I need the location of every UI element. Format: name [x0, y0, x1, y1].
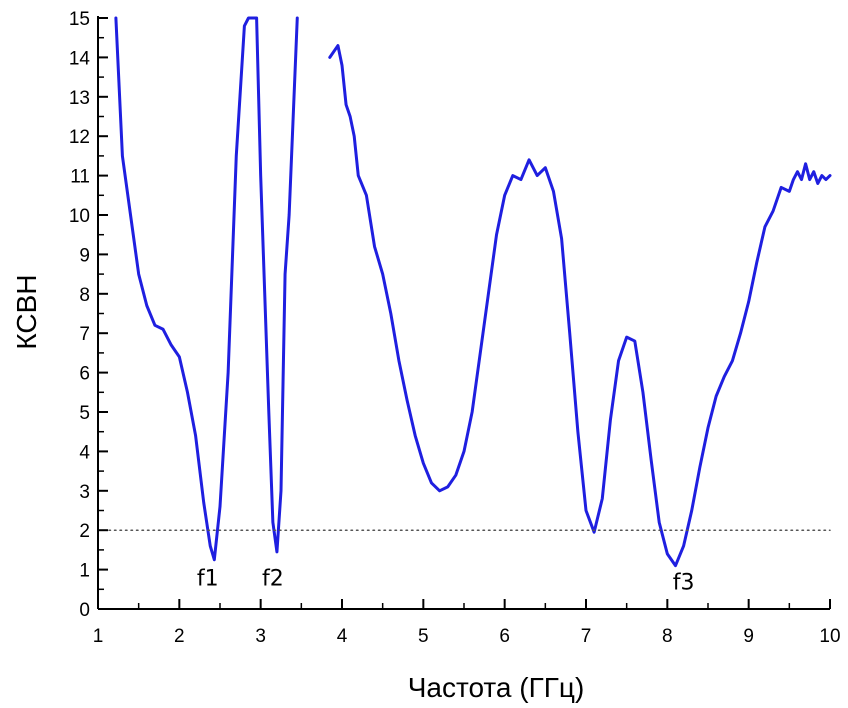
y-tick-label: 6 — [79, 364, 90, 385]
y-tick-label: 7 — [79, 324, 90, 345]
y-tick-label: 5 — [79, 403, 90, 424]
plot-lines — [98, 16, 832, 568]
x-tick-label: 2 — [174, 626, 185, 647]
y-tick-label: 10 — [69, 206, 90, 227]
y-axis-title: КСВН — [11, 274, 42, 349]
annotation-f2: f2 — [262, 566, 284, 591]
x-tick-label: 5 — [418, 626, 429, 647]
y-tick-label: 1 — [79, 561, 90, 582]
x-tick-label: 9 — [743, 626, 754, 647]
y-tick-label: 8 — [79, 285, 90, 306]
y-tick-label: 4 — [79, 442, 90, 463]
annotation-f3: f3 — [673, 570, 695, 595]
x-tick-label: 7 — [581, 626, 592, 647]
x-tick-label: 4 — [337, 626, 348, 647]
y-tick-label: 9 — [79, 245, 90, 266]
y-tick-label: 3 — [79, 482, 90, 503]
y-tick-label: 14 — [69, 48, 91, 69]
x-tick-label: 10 — [819, 626, 840, 647]
y-tick-label: 11 — [70, 167, 90, 188]
y-tick-label: 0 — [79, 600, 90, 621]
x-tick-label: 1 — [93, 626, 104, 647]
y-tick-label: 13 — [69, 88, 90, 109]
x-tick-label: 8 — [662, 626, 673, 647]
x-tick-label: 3 — [255, 626, 266, 647]
x-axis-title: Частота (ГГц) — [408, 672, 585, 703]
annotation-f1: f1 — [197, 566, 219, 591]
x-tick-label: 6 — [499, 626, 510, 647]
annotations: f1 f2 f3 — [197, 566, 695, 595]
y-tick-label: 12 — [69, 127, 90, 148]
y-tick-label: 2 — [79, 521, 90, 542]
vswr-series-line-1 — [114, 16, 299, 562]
y-tick-label: 15 — [69, 9, 90, 30]
vswr-series-line-2 — [328, 44, 832, 568]
